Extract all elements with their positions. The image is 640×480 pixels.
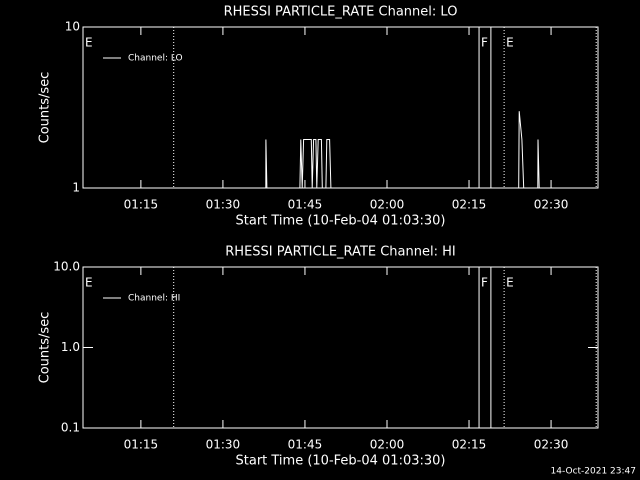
x-tick-label: 01:15 bbox=[124, 198, 159, 212]
plot-frame bbox=[82, 266, 599, 429]
plot-frame bbox=[82, 26, 599, 189]
y-tick-label: 10 bbox=[65, 20, 80, 34]
event-label: E bbox=[85, 276, 93, 290]
chart: RHESSI PARTICLE_RATE Channel: LO Start Ti… bbox=[38, 5, 599, 229]
data-line bbox=[83, 111, 598, 189]
chart-title: RHESSI PARTICLE_RATE Channel: HI bbox=[225, 245, 455, 260]
event-label: E bbox=[85, 36, 93, 50]
x-tick-label: 02:15 bbox=[452, 438, 487, 452]
x-tick-label: 01:30 bbox=[206, 438, 241, 452]
x-axis-label: Start Time (10-Feb-04 01:03:30) bbox=[236, 214, 446, 229]
event-label: E bbox=[506, 276, 514, 290]
y-tick-label: 1 bbox=[72, 181, 80, 195]
event-label: E bbox=[506, 36, 514, 50]
x-tick-label: 01:30 bbox=[206, 198, 241, 212]
chart-title: RHESSI PARTICLE_RATE Channel: LO bbox=[224, 5, 458, 20]
x-tick-label: 02:15 bbox=[452, 198, 487, 212]
y-tick-label: 10.0 bbox=[53, 260, 80, 274]
x-tick-label: 01:45 bbox=[288, 438, 323, 452]
legend-label: Channel: HI bbox=[128, 294, 180, 304]
x-axis-label: Start Time (10-Feb-04 01:03:30) bbox=[236, 454, 446, 469]
y-axis-label: Counts/sec bbox=[38, 312, 53, 384]
y-axis-label: Counts/sec bbox=[38, 72, 53, 144]
chart: RHESSI PARTICLE_RATE Channel: HI Start Ti… bbox=[38, 245, 599, 469]
event-label: F bbox=[481, 276, 488, 290]
x-tick-label: 01:45 bbox=[288, 198, 323, 212]
x-tick-label: 02:00 bbox=[370, 198, 405, 212]
x-tick-label: 02:00 bbox=[370, 438, 405, 452]
event-label: F bbox=[481, 36, 488, 50]
timestamp: 14-Oct-2021 23:47 bbox=[551, 467, 636, 477]
x-tick-label: 02:30 bbox=[534, 198, 569, 212]
legend-label: Channel: LO bbox=[128, 54, 183, 64]
x-tick-label: 02:30 bbox=[534, 438, 569, 452]
y-tick-label: 0.1 bbox=[61, 421, 80, 435]
y-tick-label: 1.0 bbox=[61, 340, 80, 354]
x-tick-label: 01:15 bbox=[124, 438, 159, 452]
